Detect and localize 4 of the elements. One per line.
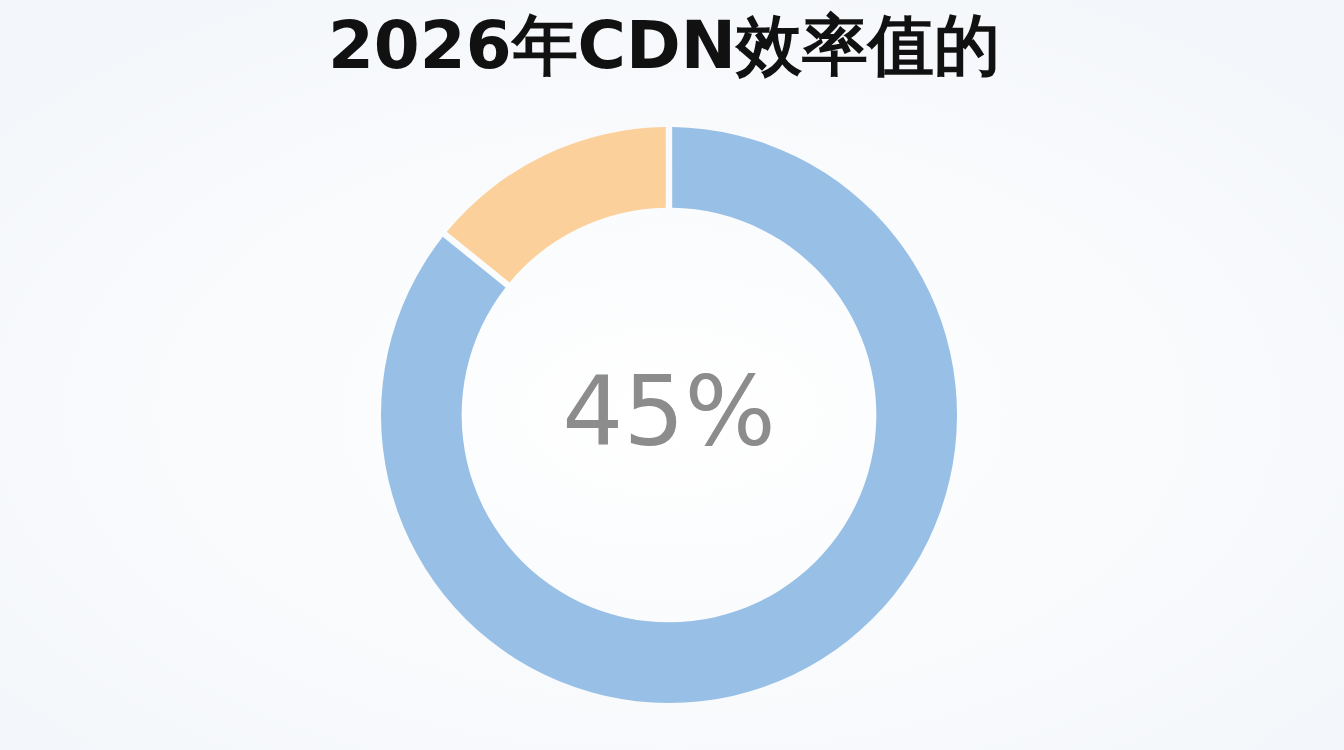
donut-slice xyxy=(446,127,666,283)
text: 45% xyxy=(562,356,776,469)
chart-title: 2026年CDN效率值的 xyxy=(327,7,1001,84)
donut-slice xyxy=(381,127,957,703)
